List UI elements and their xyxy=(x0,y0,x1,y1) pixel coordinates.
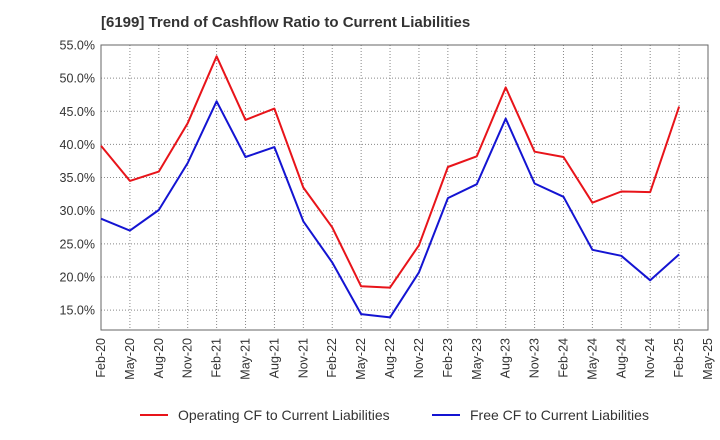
y-tick-label: 40.0% xyxy=(60,138,95,152)
legend-item-operating-cf: Operating CF to Current Liabilities xyxy=(140,404,390,426)
y-tick-label: 15.0% xyxy=(60,304,95,318)
x-tick-label: Nov-23 xyxy=(528,338,542,378)
x-tick-label: Feb-22 xyxy=(325,338,339,378)
x-tick-label: Aug-20 xyxy=(152,338,166,378)
plot-area-frame xyxy=(100,44,709,331)
chart-title: [6199] Trend of Cashflow Ratio to Curren… xyxy=(101,14,471,31)
x-tick-label: Nov-21 xyxy=(296,338,310,378)
x-tick-label: Nov-22 xyxy=(412,338,426,378)
y-tick-label: 55.0% xyxy=(60,39,95,53)
y-tick-label: 50.0% xyxy=(60,72,95,86)
series-line-operating-cf xyxy=(100,55,681,289)
legend-label-free-cf: Free CF to Current Liabilities xyxy=(470,407,649,423)
x-tick-label: Feb-20 xyxy=(94,338,108,378)
y-tick-label: 20.0% xyxy=(60,270,95,284)
legend-swatch-operating-cf xyxy=(140,414,168,416)
legend-label-operating-cf: Operating CF to Current Liabilities xyxy=(178,407,390,423)
x-tick-label: Nov-20 xyxy=(181,338,195,378)
x-tick-label: May-21 xyxy=(239,338,253,380)
y-tick-label: 35.0% xyxy=(60,171,95,185)
x-tick-label: Feb-24 xyxy=(556,338,570,378)
x-tick-label: Feb-23 xyxy=(441,338,455,378)
x-tick-label: Feb-25 xyxy=(672,338,686,378)
x-tick-label: May-23 xyxy=(470,338,484,380)
x-tick-label: May-20 xyxy=(123,338,137,380)
x-tick-label: Aug-24 xyxy=(614,338,628,378)
legend-item-free-cf: Free CF to Current Liabilities xyxy=(432,404,649,426)
y-tick-label: 25.0% xyxy=(60,237,95,251)
series-line-free-cf xyxy=(100,100,680,319)
y-tick-label: 45.0% xyxy=(60,105,95,119)
x-tick-label: Feb-21 xyxy=(210,338,224,378)
series-layer xyxy=(100,55,681,319)
x-tick-label: Aug-23 xyxy=(499,338,513,378)
x-tick-label: May-24 xyxy=(585,338,599,380)
y-tick-label: 30.0% xyxy=(60,204,95,218)
x-tick-label: Aug-22 xyxy=(383,338,397,378)
grid-layer xyxy=(100,44,709,330)
x-tick-label: May-25 xyxy=(701,338,715,380)
legend-swatch-free-cf xyxy=(432,414,460,416)
y-axis-ticks: 15.0% 20.0% 25.0% 30.0% 35.0% 40.0% 45.0% 50.0%… xyxy=(60,39,95,318)
x-axis-ticks: Feb-20 May-20 Aug-20 Nov-20 Feb-21 May-21 Aug-… xyxy=(94,338,715,380)
x-tick-label: Aug-21 xyxy=(267,338,281,378)
x-tick-label: Nov-24 xyxy=(643,338,657,378)
legend: Operating CF to Current Liabilities Free… xyxy=(0,404,720,426)
x-tick-label: May-22 xyxy=(354,338,368,380)
